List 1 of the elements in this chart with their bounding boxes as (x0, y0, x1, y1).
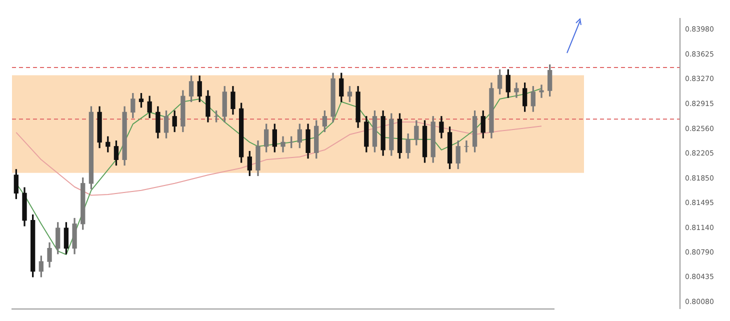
candlestick (539, 84, 544, 98)
